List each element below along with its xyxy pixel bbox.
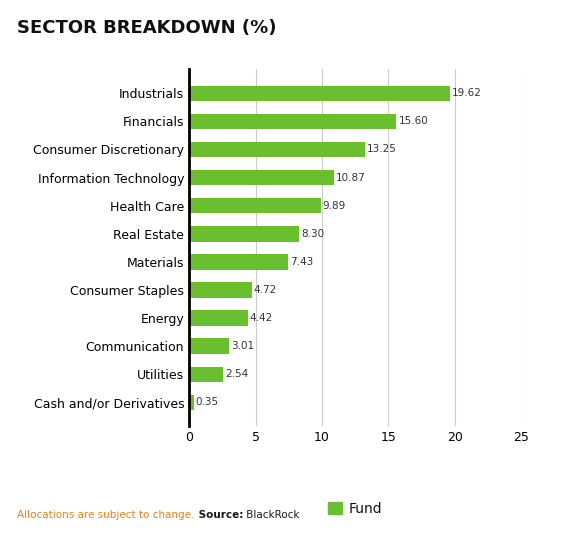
Text: 4.42: 4.42 <box>250 313 273 323</box>
Text: Allocations are subject to change.: Allocations are subject to change. <box>17 510 195 520</box>
Text: 3.01: 3.01 <box>231 341 254 351</box>
Legend: Fund: Fund <box>328 502 383 516</box>
Text: BlackRock: BlackRock <box>243 510 300 520</box>
Bar <box>189 114 397 129</box>
Text: 8.30: 8.30 <box>301 229 324 239</box>
Bar <box>189 170 333 185</box>
Text: 19.62: 19.62 <box>452 88 482 98</box>
Text: 4.72: 4.72 <box>254 285 277 295</box>
Text: 9.89: 9.89 <box>323 201 346 211</box>
Bar <box>189 367 223 382</box>
Text: 10.87: 10.87 <box>336 173 366 183</box>
Bar <box>189 85 450 101</box>
Bar <box>189 310 248 326</box>
Text: 7.43: 7.43 <box>290 257 313 267</box>
Bar <box>189 282 252 298</box>
Text: Source:: Source: <box>195 510 243 520</box>
Bar <box>189 142 365 157</box>
Bar <box>189 338 229 354</box>
Text: 13.25: 13.25 <box>367 144 397 155</box>
Bar <box>189 395 194 410</box>
Bar <box>189 198 320 213</box>
Text: 0.35: 0.35 <box>196 398 219 407</box>
Bar <box>189 226 300 241</box>
Text: 2.54: 2.54 <box>225 369 248 379</box>
Text: SECTOR BREAKDOWN (%): SECTOR BREAKDOWN (%) <box>17 19 277 37</box>
Bar <box>189 254 288 270</box>
Text: 15.60: 15.60 <box>398 116 428 126</box>
